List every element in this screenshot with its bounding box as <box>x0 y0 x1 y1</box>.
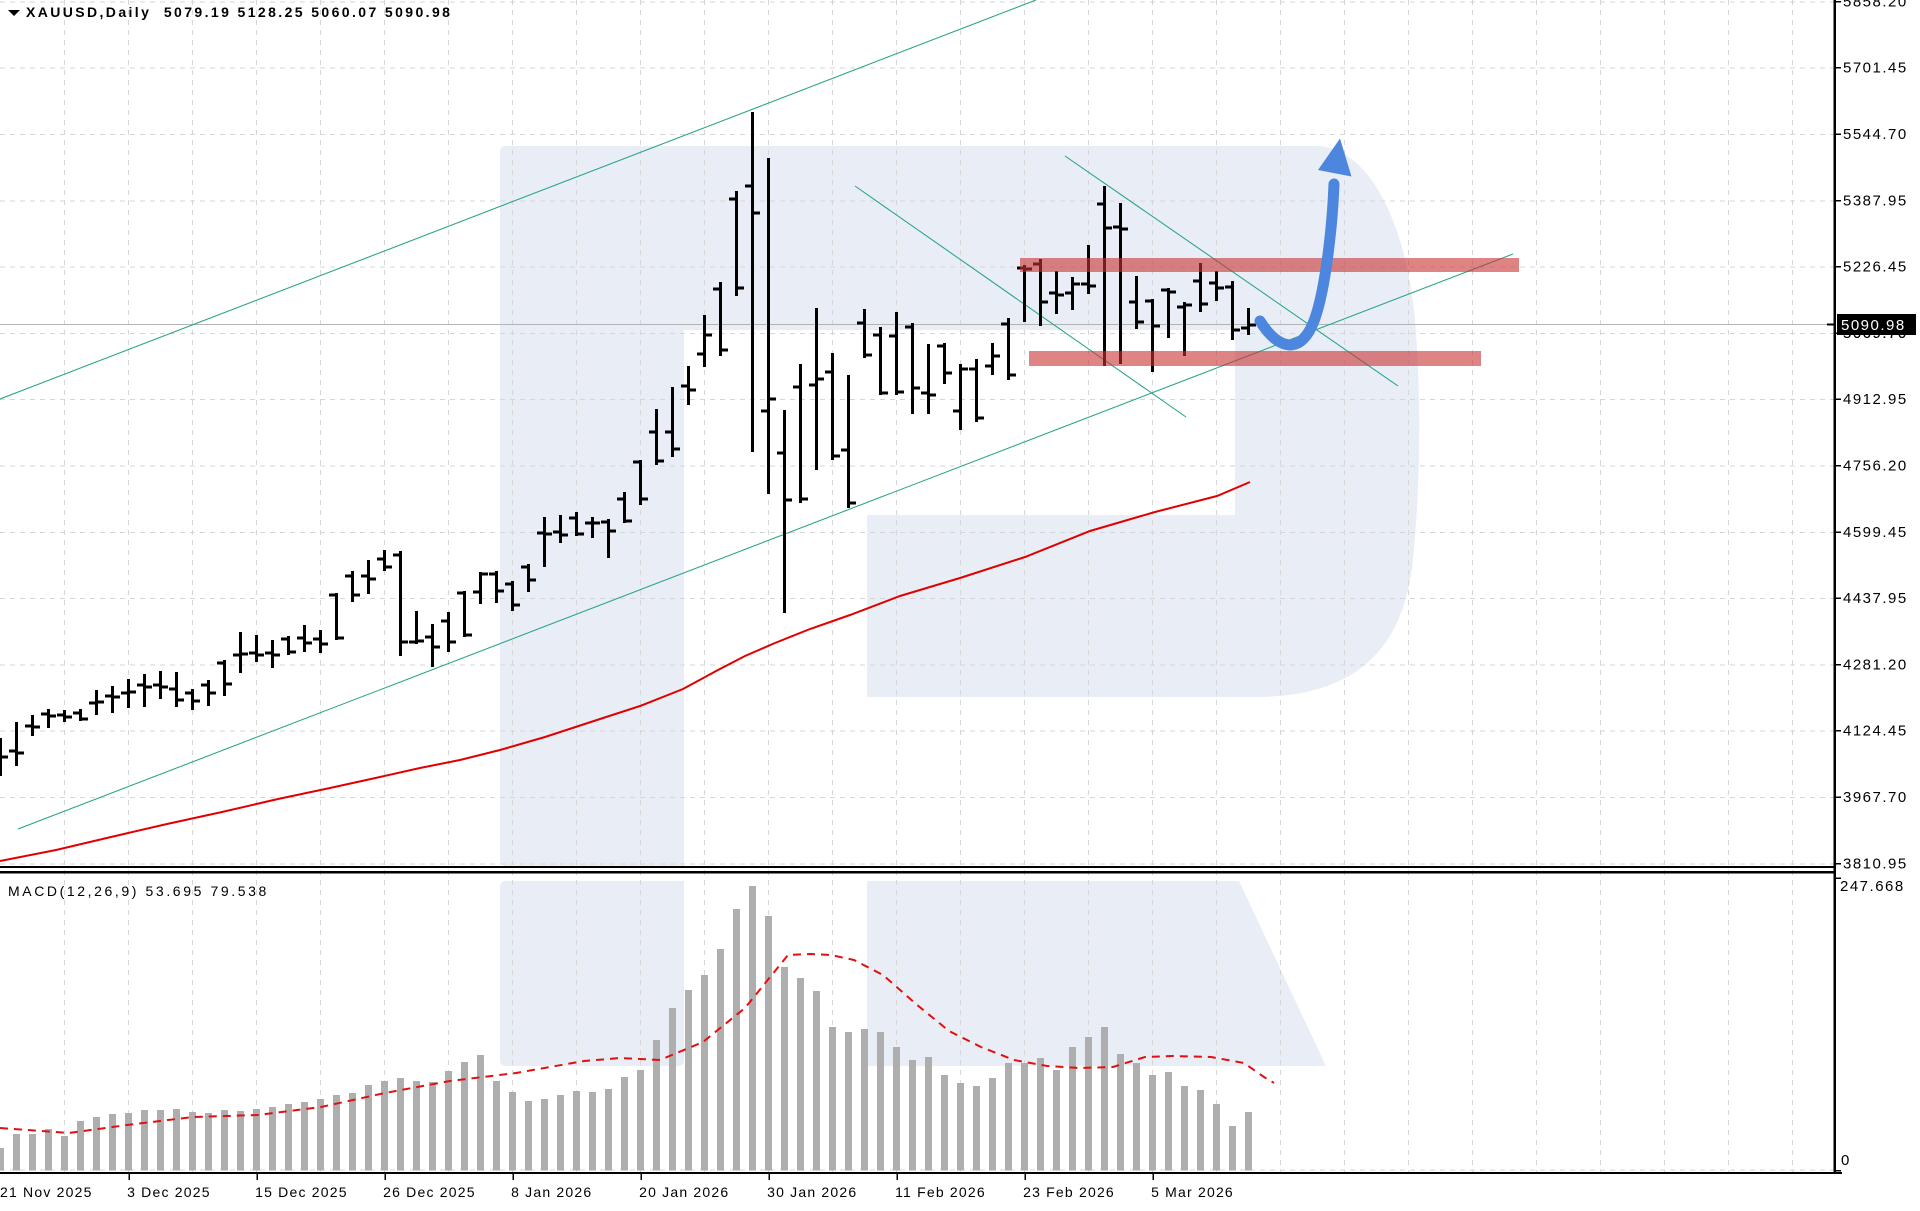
svg-text:26 Dec 2025: 26 Dec 2025 <box>383 1184 476 1200</box>
svg-text:4912.95: 4912.95 <box>1843 391 1908 408</box>
svg-text:5544.70: 5544.70 <box>1843 126 1908 143</box>
svg-text:5858.20: 5858.20 <box>1843 0 1908 10</box>
svg-text:247.668: 247.668 <box>1840 878 1905 895</box>
svg-text:20 Jan 2026: 20 Jan 2026 <box>639 1184 729 1200</box>
svg-text:0: 0 <box>1841 1152 1851 1169</box>
svg-text:5090.98: 5090.98 <box>1841 317 1906 334</box>
svg-text:3967.70: 3967.70 <box>1843 789 1908 806</box>
svg-text:3 Dec 2025: 3 Dec 2025 <box>127 1184 211 1200</box>
svg-text:4756.20: 4756.20 <box>1843 458 1908 475</box>
svg-text:4124.45: 4124.45 <box>1843 723 1908 740</box>
svg-text:23 Feb 2026: 23 Feb 2026 <box>1023 1184 1115 1200</box>
svg-text:30 Jan 2026: 30 Jan 2026 <box>767 1184 857 1200</box>
svg-text:4599.45: 4599.45 <box>1843 524 1908 541</box>
svg-text:4437.95: 4437.95 <box>1843 590 1908 607</box>
svg-text:5 Mar 2026: 5 Mar 2026 <box>1151 1184 1234 1200</box>
svg-text:5701.45: 5701.45 <box>1843 60 1908 77</box>
svg-text:MACD(12,26,9) 53.695 79.538: MACD(12,26,9) 53.695 79.538 <box>8 883 269 899</box>
svg-text:5387.95: 5387.95 <box>1843 192 1908 209</box>
svg-text:3810.95: 3810.95 <box>1843 855 1908 872</box>
svg-text:4281.20: 4281.20 <box>1843 656 1908 673</box>
svg-text:11 Feb 2026: 11 Feb 2026 <box>895 1184 986 1200</box>
svg-text:XAUUSD,Daily 5079.19 5128.25: XAUUSD,Daily 5079.19 5128.25 5060.07 509… <box>26 4 452 20</box>
svg-text:15 Dec 2025: 15 Dec 2025 <box>255 1184 348 1200</box>
svg-text:5226.45: 5226.45 <box>1843 259 1908 276</box>
svg-text:21 Nov 2025: 21 Nov 2025 <box>0 1184 93 1200</box>
svg-text:8 Jan 2026: 8 Jan 2026 <box>511 1184 592 1200</box>
